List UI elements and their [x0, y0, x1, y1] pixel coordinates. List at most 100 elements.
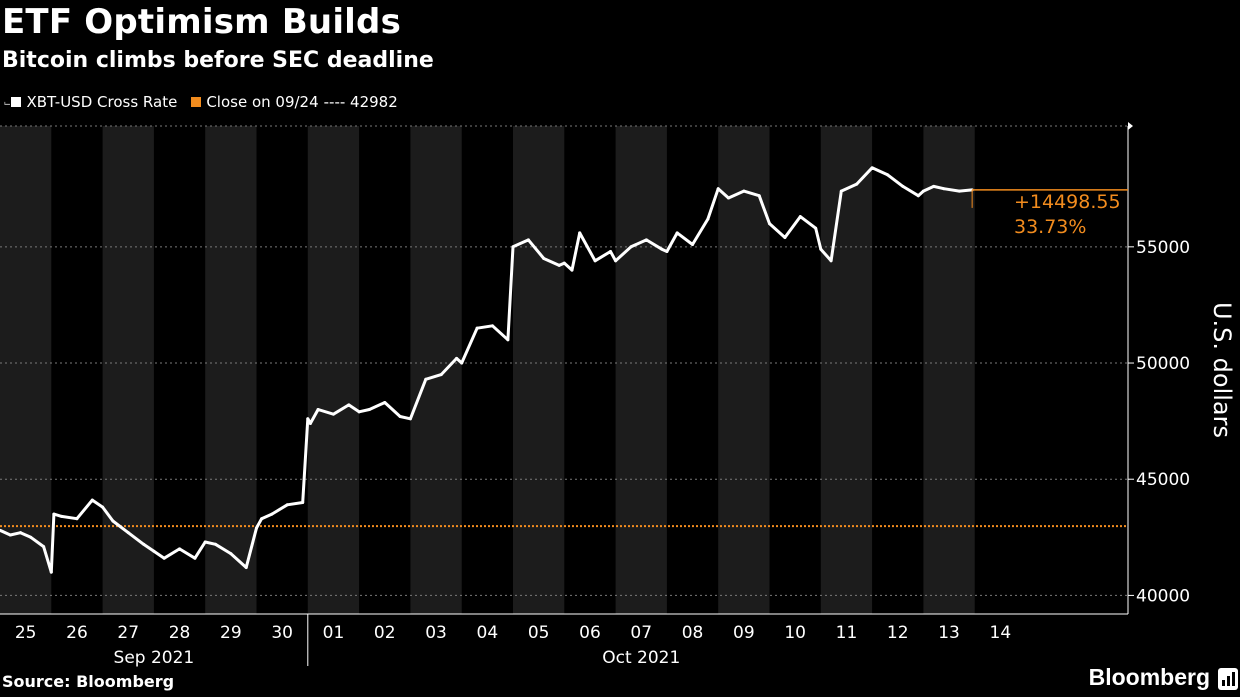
price-point: [203, 540, 207, 544]
y-axis-label: U.S. dollars: [1208, 302, 1236, 438]
price-point: [542, 256, 546, 260]
x-month-label: Oct 2021: [602, 648, 680, 668]
legend-swatch-orange: [191, 97, 202, 107]
x-tick-label: 06: [579, 623, 601, 643]
price-point: [819, 247, 823, 251]
y-tick-label: 50000: [1136, 354, 1190, 374]
price-point: [229, 552, 233, 556]
x-tick-label: 12: [887, 623, 909, 643]
price-point: [706, 217, 710, 221]
y-tick-label: 40000: [1136, 586, 1190, 606]
day-band: [410, 126, 462, 614]
price-point: [367, 408, 371, 412]
price-point: [285, 503, 289, 507]
price-point: [306, 417, 310, 421]
x-tick-label: 01: [323, 623, 345, 643]
price-point: [439, 373, 443, 377]
price-point: [660, 247, 664, 251]
price-point: [629, 245, 633, 249]
price-point: [162, 556, 166, 560]
price-point: [614, 259, 618, 263]
price-point: [111, 519, 115, 523]
day-band: [820, 126, 873, 614]
price-point: [52, 512, 56, 516]
price-point: [608, 249, 612, 253]
legend-item-price: ⨽ XBT-USD Cross Rate: [4, 93, 177, 111]
price-point: [798, 215, 802, 219]
price-point: [142, 542, 146, 546]
legend-swatch-white: [11, 97, 22, 107]
price-point: [716, 187, 720, 191]
price-point: [193, 556, 197, 560]
day-band: [513, 126, 565, 614]
price-point: [49, 570, 53, 574]
price-point: [308, 421, 312, 425]
legend-label-close: Close on 09/24: [206, 93, 319, 111]
bloomberg-logo: Bloomberg: [1088, 664, 1210, 690]
price-point: [675, 231, 679, 235]
price-point: [255, 526, 258, 530]
price-point: [408, 417, 412, 421]
price-point: [90, 498, 94, 502]
price-point: [557, 263, 561, 267]
chart-title: ETF Optimism Builds: [2, 2, 402, 42]
legend: ⨽ XBT-USD Cross Rate Close on 09/24 ----…: [4, 93, 412, 111]
price-point: [398, 414, 402, 418]
price-point: [726, 196, 730, 200]
bloomberg-chart-icon: [1218, 668, 1238, 690]
price-point: [316, 408, 320, 412]
x-tick-label: 28: [169, 623, 191, 643]
price-point: [178, 547, 182, 551]
price-point: [691, 243, 695, 247]
source-note: Source: Bloomberg: [2, 672, 175, 691]
price-point: [455, 356, 459, 360]
price-point: [665, 249, 669, 253]
price-point: [0, 528, 2, 532]
price-point: [814, 226, 818, 230]
price-point: [644, 238, 648, 242]
price-line: [0, 166, 973, 574]
price-point: [60, 514, 64, 518]
price-point: [42, 545, 46, 549]
price-point: [901, 184, 905, 188]
day-band: [923, 126, 975, 614]
price-point: [783, 236, 787, 240]
price-point: [475, 326, 479, 330]
x-tick-label: 13: [938, 623, 960, 643]
price-point: [152, 549, 156, 553]
price-point: [8, 533, 12, 537]
legend-close-value: ---- 42982: [323, 93, 398, 111]
legend-label-price: XBT-USD Cross Rate: [26, 93, 178, 111]
price-point: [942, 187, 946, 191]
price-point: [839, 189, 843, 193]
price-point: [244, 566, 248, 570]
price-point: [855, 182, 859, 186]
x-tick-label: 04: [477, 623, 499, 643]
x-tick-label: 27: [117, 623, 139, 643]
day-band: [0, 126, 52, 614]
price-point: [578, 231, 582, 235]
price-point: [213, 542, 217, 546]
day-band: [615, 126, 667, 614]
price-point: [460, 361, 464, 365]
price-point: [957, 189, 961, 193]
x-tick-label: 08: [682, 623, 704, 643]
legend-item-close: Close on 09/24 ---- 42982: [191, 93, 398, 111]
price-point: [101, 505, 105, 509]
price-point: [126, 531, 130, 535]
percent-annotation: 33.73%: [1014, 216, 1086, 238]
price-point: [383, 401, 387, 405]
price-point: [562, 261, 566, 265]
price-point: [357, 410, 361, 414]
price-point: [301, 500, 305, 504]
price-point: [331, 412, 335, 416]
price-point: [570, 268, 574, 272]
pin-icon: ⨽: [4, 95, 11, 108]
price-point: [742, 189, 746, 193]
x-tick-label: 11: [836, 623, 858, 643]
price-point: [270, 512, 274, 516]
price-point: [347, 403, 351, 407]
price-point: [916, 194, 920, 198]
day-band: [718, 126, 770, 614]
